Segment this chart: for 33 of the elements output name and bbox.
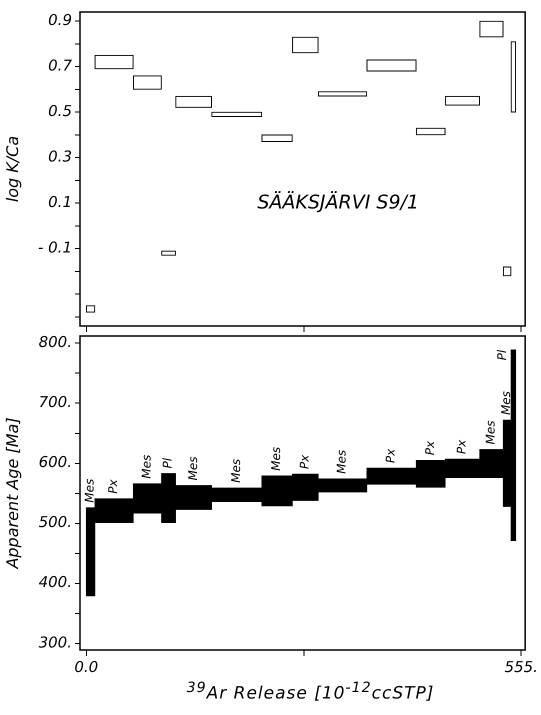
y-tick-label: 400.	[38, 573, 72, 592]
annotation: Mes	[334, 450, 349, 474]
annotation: Px	[454, 438, 469, 454]
x-axis-title: $^{39}$Ar Release [10$^{-12}$ccSTP]	[186, 680, 436, 704]
y-tick-label: 0.5	[48, 102, 72, 120]
annotation: Px	[422, 440, 437, 456]
y-tick-label: 800.	[38, 333, 72, 352]
x-tick-label: 0.0	[74, 658, 98, 676]
y-axis-title: Apparent Age [Ma]	[2, 417, 22, 570]
y-tick-label: - 0.1	[38, 238, 72, 257]
y-tick-label: 0.1	[48, 193, 72, 212]
annotation: Mes	[140, 454, 154, 479]
y-tick-label: 700.	[38, 393, 72, 412]
annotation: Px	[384, 448, 398, 464]
y-tick-label: 0.9	[48, 10, 72, 29]
annotation: Pl	[160, 457, 175, 468]
y-tick-label: 0.7	[48, 56, 72, 74]
y-tick-label: 500.	[38, 513, 72, 532]
annotation: Mes	[228, 458, 243, 483]
annotation: Mes	[484, 420, 498, 444]
annotation: Pl	[495, 349, 510, 360]
annotation: Mes	[499, 391, 514, 416]
y-tick-label: 600.	[38, 453, 72, 472]
annotation: Mes	[82, 478, 97, 503]
annotation: Mes	[186, 456, 200, 480]
x-tick-label: 555.	[504, 658, 538, 676]
text: SÄÄKSJÄRVI S9/1	[257, 190, 420, 214]
annotation: Mes	[269, 446, 284, 471]
y-tick-label: 0.3	[48, 148, 72, 166]
annotation: Px	[297, 454, 312, 470]
y-axis-title: log K/Ca	[2, 136, 22, 202]
y-tick-label: 300.	[38, 633, 72, 652]
annotation: Px	[106, 478, 120, 494]
